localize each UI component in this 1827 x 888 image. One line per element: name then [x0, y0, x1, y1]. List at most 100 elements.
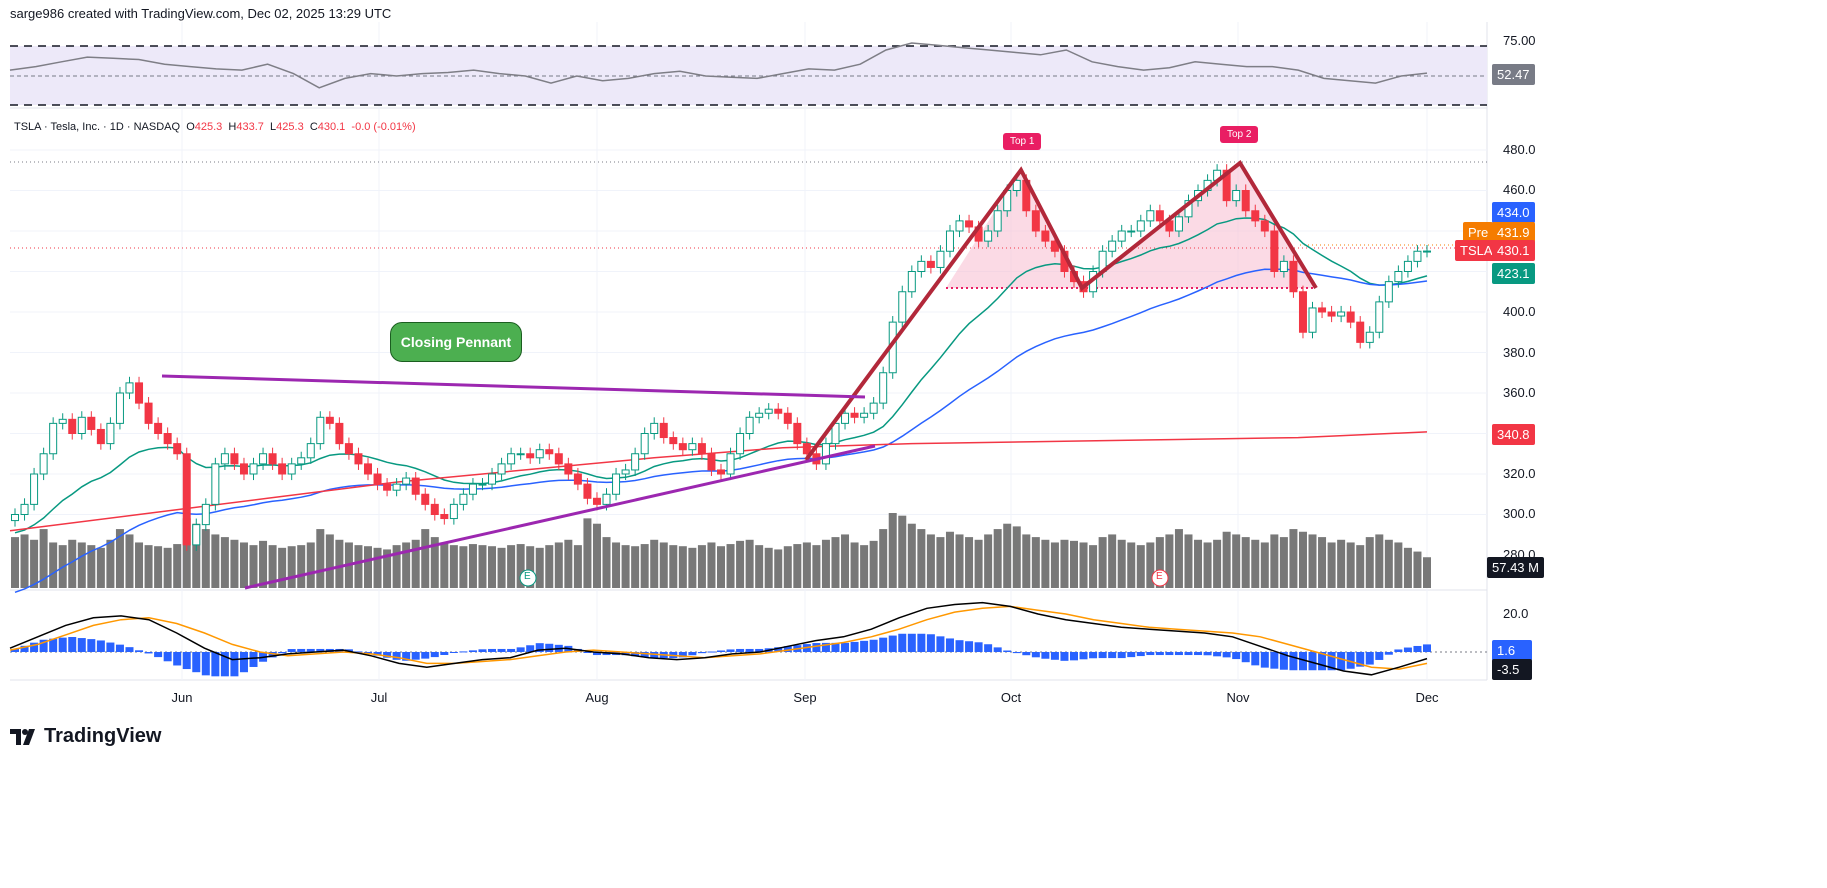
macd-hist-bar: [68, 637, 77, 652]
volume-bar: [259, 540, 268, 588]
closing-pennant-callout[interactable]: Closing Pennant: [390, 322, 522, 362]
candle: [659, 422, 668, 439]
volume-bar: [49, 542, 58, 588]
macd-hist-bar: [831, 642, 840, 652]
macd-hist-bar: [1289, 652, 1298, 671]
earnings-marker-label-2[interactable]: E: [1156, 571, 1163, 582]
volume-bar: [545, 545, 554, 588]
earnings-marker-2-badge[interactable]: [1151, 569, 1169, 587]
macd-hist-bar: [1174, 652, 1183, 656]
volume-bar: [1050, 542, 1059, 588]
macd-hist-bar: [230, 652, 239, 677]
volume-bar: [1327, 542, 1336, 588]
volume-bar: [268, 545, 277, 588]
candle: [20, 503, 29, 515]
volume-bar: [30, 539, 39, 588]
volume-bar: [554, 542, 563, 588]
volume-bar: [1041, 539, 1050, 588]
macd-hist-bar: [316, 648, 325, 652]
volume-bar: [373, 547, 382, 588]
macd-hist-bar: [1260, 652, 1269, 668]
volume-bar: [535, 547, 544, 588]
candle: [268, 453, 277, 465]
volume-bar: [1337, 539, 1346, 588]
volume-bar: [612, 542, 621, 588]
candle: [726, 453, 735, 475]
volume-bar: [220, 537, 229, 588]
candle: [688, 443, 697, 451]
top1-label[interactable]: Top 1: [1003, 133, 1042, 150]
candle: [163, 433, 172, 445]
candle: [841, 412, 850, 424]
candle: [411, 477, 420, 495]
earnings-marker-label-1[interactable]: E: [524, 571, 531, 582]
candle: [125, 382, 134, 394]
macd-hist-bar: [1423, 644, 1431, 652]
macd-hist-bar: [1346, 652, 1355, 669]
candle: [449, 503, 458, 520]
candle: [478, 483, 487, 486]
volume-bar: [144, 545, 153, 588]
volume-bar: [821, 539, 830, 588]
macd-hist-bar: [1365, 652, 1374, 665]
candle: [707, 453, 716, 471]
price-tick: 460.0: [1503, 182, 1536, 197]
candle: [230, 453, 239, 465]
pennant-upper-line[interactable]: [161, 374, 866, 399]
candle: [1375, 301, 1384, 333]
volume-bar: [1423, 557, 1431, 588]
pennant-lower-line[interactable]: [244, 444, 876, 590]
macd-hist-bar: [1232, 652, 1241, 660]
volume-bar: [717, 546, 725, 588]
month-label: Jun: [171, 690, 193, 705]
candle: [955, 220, 964, 232]
volume-bar: [688, 547, 697, 588]
volume-bar: [1012, 526, 1021, 588]
macd-hist-bar: [745, 648, 754, 652]
high-value: 433.7: [236, 121, 264, 133]
volume-bar: [1203, 542, 1212, 588]
macd-hist-bar: [1060, 652, 1069, 661]
volume-bar: [841, 534, 850, 588]
tradingview-logo[interactable]: TradingView: [10, 725, 161, 748]
macd-hist-bar: [488, 648, 497, 652]
top2-label[interactable]: Top 2: [1220, 126, 1259, 143]
price-tick: 400.0: [1503, 304, 1536, 319]
volume-bar: [678, 546, 687, 588]
volume-bar: [1079, 542, 1088, 588]
volume-bar: [507, 545, 516, 588]
macd-hist-bar: [135, 650, 144, 652]
candle: [259, 453, 268, 465]
macd-hist-bar: [239, 652, 248, 673]
macd-hist-bar: [879, 637, 888, 652]
candles: [11, 164, 1431, 551]
candle: [602, 493, 611, 505]
macd-hist-bar: [1394, 649, 1403, 652]
volume-bar: [68, 539, 77, 588]
macd-hist-bar: [631, 652, 640, 657]
volume-bar: [1155, 537, 1164, 588]
close-value: 430.1: [317, 121, 346, 133]
macd-hist-bar: [907, 633, 916, 652]
earnings-marker-1-badge[interactable]: [519, 569, 537, 587]
earnings-marker-2[interactable]: [1151, 569, 1169, 587]
close-label: C: [309, 121, 318, 133]
volume-bar: [306, 542, 315, 588]
macd-hist-bar: [440, 652, 449, 655]
macd-hist-bar: [20, 645, 29, 652]
macd-hist-bar: [449, 652, 458, 653]
earnings-marker-1[interactable]: [519, 569, 537, 587]
candle: [135, 382, 144, 404]
volume-bar: [354, 545, 363, 588]
volume-bar: [316, 529, 325, 588]
volume-bar: [736, 540, 745, 588]
candle: [1127, 230, 1136, 233]
double-top-pattern-line[interactable]: [804, 160, 1318, 462]
macd-hist-bar: [402, 652, 411, 661]
candle: [697, 443, 706, 455]
month-label: Aug: [585, 690, 609, 705]
macd-hist-bar: [640, 652, 649, 658]
macd-hist-bar: [965, 641, 974, 652]
macd-hist-bar: [1327, 652, 1336, 671]
